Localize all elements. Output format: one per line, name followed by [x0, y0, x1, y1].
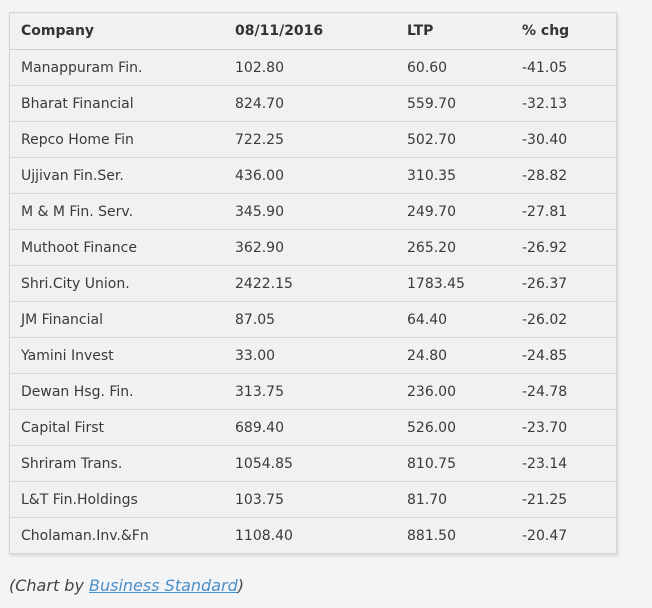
cell-date-price: 362.90	[224, 229, 396, 266]
credit-suffix: )	[237, 576, 244, 595]
cell-pct-change: -41.05	[511, 49, 616, 86]
chart-credit: (Chart by Business Standard)	[9, 576, 244, 595]
cell-ltp: 559.70	[396, 85, 511, 122]
cell-pct-change: -24.85	[511, 337, 616, 374]
cell-date-price: 103.75	[224, 481, 396, 518]
table-row: Yamini Invest 33.00 24.80 -24.85	[10, 337, 616, 374]
cell-pct-change: -20.47	[511, 517, 616, 553]
cell-ltp: 881.50	[396, 517, 511, 553]
table-body: Manappuram Fin. 102.80 60.60 -41.05 Bharat F…	[10, 49, 616, 553]
cell-ltp: 249.70	[396, 193, 511, 230]
cell-ltp: 236.00	[396, 373, 511, 410]
cell-pct-change: -24.78	[511, 373, 616, 410]
cell-pct-change: -27.81	[511, 193, 616, 230]
cell-pct-change: -32.13	[511, 85, 616, 122]
cell-ltp: 24.80	[396, 337, 511, 374]
table-row: L&T Fin.Holdings 103.75 81.70 -21.25	[10, 481, 616, 518]
table-row: Shri.City Union. 2422.15 1783.45 -26.37	[10, 265, 616, 302]
cell-date-price: 2422.15	[224, 265, 396, 302]
cell-company: Capital First	[10, 409, 224, 446]
table-row: Manappuram Fin. 102.80 60.60 -41.05	[10, 49, 616, 86]
cell-company: M & M Fin. Serv.	[10, 193, 224, 230]
cell-date-price: 87.05	[224, 301, 396, 338]
cell-company: Bharat Financial	[10, 85, 224, 122]
cell-company: Repco Home Fin	[10, 121, 224, 158]
table-row: JM Financial 87.05 64.40 -26.02	[10, 301, 616, 338]
cell-date-price: 1108.40	[224, 517, 396, 553]
cell-ltp: 60.60	[396, 49, 511, 86]
cell-date-price: 313.75	[224, 373, 396, 410]
cell-ltp: 1783.45	[396, 265, 511, 302]
cell-pct-change: -26.92	[511, 229, 616, 266]
cell-ltp: 526.00	[396, 409, 511, 446]
cell-date-price: 33.00	[224, 337, 396, 374]
table-row: Muthoot Finance 362.90 265.20 -26.92	[10, 229, 616, 266]
cell-ltp: 310.35	[396, 157, 511, 194]
cell-pct-change: -26.02	[511, 301, 616, 338]
cell-pct-change: -30.40	[511, 121, 616, 158]
cell-date-price: 102.80	[224, 49, 396, 86]
credit-prefix: (Chart by	[9, 576, 90, 595]
header-pct-change: % chg	[511, 13, 616, 50]
cell-company: Shri.City Union.	[10, 265, 224, 302]
cell-company: JM Financial	[10, 301, 224, 338]
header-company: Company	[10, 13, 224, 50]
cell-company: Yamini Invest	[10, 337, 224, 374]
table-row: Repco Home Fin 722.25 502.70 -30.40	[10, 121, 616, 158]
table-row: Shriram Trans. 1054.85 810.75 -23.14	[10, 445, 616, 482]
cell-company: Muthoot Finance	[10, 229, 224, 266]
table-row: Ujjivan Fin.Ser. 436.00 310.35 -28.82	[10, 157, 616, 194]
cell-date-price: 436.00	[224, 157, 396, 194]
cell-ltp: 64.40	[396, 301, 511, 338]
cell-company: Shriram Trans.	[10, 445, 224, 482]
cell-ltp: 810.75	[396, 445, 511, 482]
cell-pct-change: -23.70	[511, 409, 616, 446]
table-row: M & M Fin. Serv. 345.90 249.70 -27.81	[10, 193, 616, 230]
cell-ltp: 502.70	[396, 121, 511, 158]
table-row: Dewan Hsg. Fin. 313.75 236.00 -24.78	[10, 373, 616, 410]
header-ltp: LTP	[396, 13, 511, 50]
table-row: Bharat Financial 824.70 559.70 -32.13	[10, 85, 616, 122]
business-standard-link[interactable]: Business Standard	[89, 576, 238, 595]
stock-table-container: Company 08/11/2016 LTP % chg Manappuram …	[9, 12, 617, 554]
cell-ltp: 81.70	[396, 481, 511, 518]
cell-company: Cholaman.Inv.&Fn	[10, 517, 224, 553]
cell-date-price: 1054.85	[224, 445, 396, 482]
cell-company: Manappuram Fin.	[10, 49, 224, 86]
cell-date-price: 824.70	[224, 85, 396, 122]
cell-company: Ujjivan Fin.Ser.	[10, 157, 224, 194]
cell-pct-change: -28.82	[511, 157, 616, 194]
table-row: Capital First 689.40 526.00 -23.70	[10, 409, 616, 446]
cell-company: L&T Fin.Holdings	[10, 481, 224, 518]
cell-company: Dewan Hsg. Fin.	[10, 373, 224, 410]
cell-pct-change: -26.37	[511, 265, 616, 302]
stock-table: Company 08/11/2016 LTP % chg Manappuram …	[10, 13, 616, 553]
cell-pct-change: -23.14	[511, 445, 616, 482]
cell-ltp: 265.20	[396, 229, 511, 266]
cell-date-price: 722.25	[224, 121, 396, 158]
table-row: Cholaman.Inv.&Fn 1108.40 881.50 -20.47	[10, 517, 616, 553]
cell-date-price: 345.90	[224, 193, 396, 230]
table-header-row: Company 08/11/2016 LTP % chg	[10, 13, 616, 50]
cell-date-price: 689.40	[224, 409, 396, 446]
header-date: 08/11/2016	[224, 13, 396, 50]
cell-pct-change: -21.25	[511, 481, 616, 518]
